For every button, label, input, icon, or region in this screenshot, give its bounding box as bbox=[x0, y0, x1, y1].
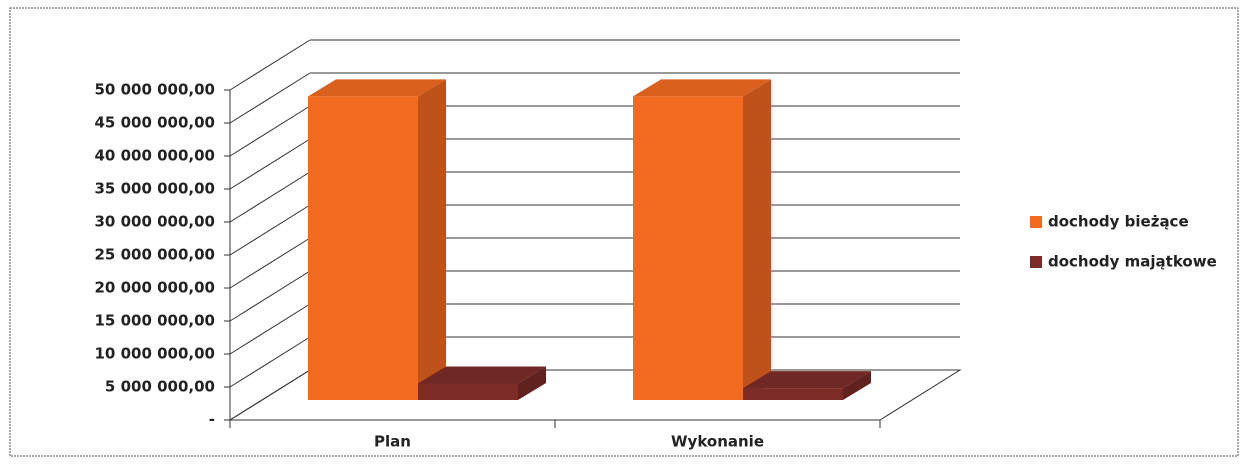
y-tick-label: 35 000 000,00 bbox=[94, 180, 215, 198]
bar bbox=[418, 383, 518, 400]
legend-label: dochody bieżące bbox=[1048, 213, 1189, 231]
y-tick-label: 5 000 000,00 bbox=[105, 378, 215, 396]
x-tick-label: Wykonanie bbox=[671, 433, 764, 451]
grid-line-side bbox=[229, 237, 311, 289]
grid-line-side bbox=[229, 270, 311, 322]
y-tick-label: 25 000 000,00 bbox=[94, 246, 215, 264]
legend-swatch bbox=[1030, 216, 1042, 228]
x-tick-label: Plan bbox=[374, 433, 411, 451]
bar-3d bbox=[633, 79, 771, 401]
bar-side bbox=[518, 366, 546, 400]
grid-line-side bbox=[229, 39, 311, 91]
bar-top bbox=[633, 79, 771, 97]
bar-top bbox=[308, 79, 446, 97]
y-tick-label: - bbox=[209, 411, 215, 429]
grid-line-side bbox=[229, 72, 311, 124]
y-tick-label: 30 000 000,00 bbox=[94, 213, 215, 231]
y-tick-label: 10 000 000,00 bbox=[94, 345, 215, 363]
grid-line-side bbox=[229, 105, 311, 157]
bar-top bbox=[418, 366, 546, 384]
grid-line-side bbox=[229, 171, 311, 223]
bar-3d bbox=[418, 366, 546, 400]
bar-top bbox=[743, 371, 871, 389]
grid-line-side bbox=[229, 303, 311, 355]
legend-label: dochody majątkowe bbox=[1048, 253, 1217, 271]
y-tick-label: 20 000 000,00 bbox=[94, 279, 215, 297]
bar-side bbox=[743, 79, 771, 401]
bar-3d bbox=[743, 371, 871, 400]
grid-line-side bbox=[229, 138, 311, 190]
bar bbox=[743, 388, 843, 400]
grid-line-side bbox=[229, 369, 311, 421]
bar-side bbox=[418, 79, 446, 401]
y-tick-label: 40 000 000,00 bbox=[94, 147, 215, 165]
legend-swatch bbox=[1030, 256, 1042, 268]
bar bbox=[308, 96, 418, 401]
y-tick-label: 45 000 000,00 bbox=[94, 114, 215, 132]
y-tick-label: 15 000 000,00 bbox=[94, 312, 215, 330]
bar-3d bbox=[308, 79, 446, 401]
grid-line-side bbox=[229, 204, 311, 256]
y-tick-label: 50 000 000,00 bbox=[94, 81, 215, 99]
grid-line-side bbox=[229, 336, 311, 388]
bar-side bbox=[843, 371, 871, 400]
bar bbox=[633, 96, 743, 401]
